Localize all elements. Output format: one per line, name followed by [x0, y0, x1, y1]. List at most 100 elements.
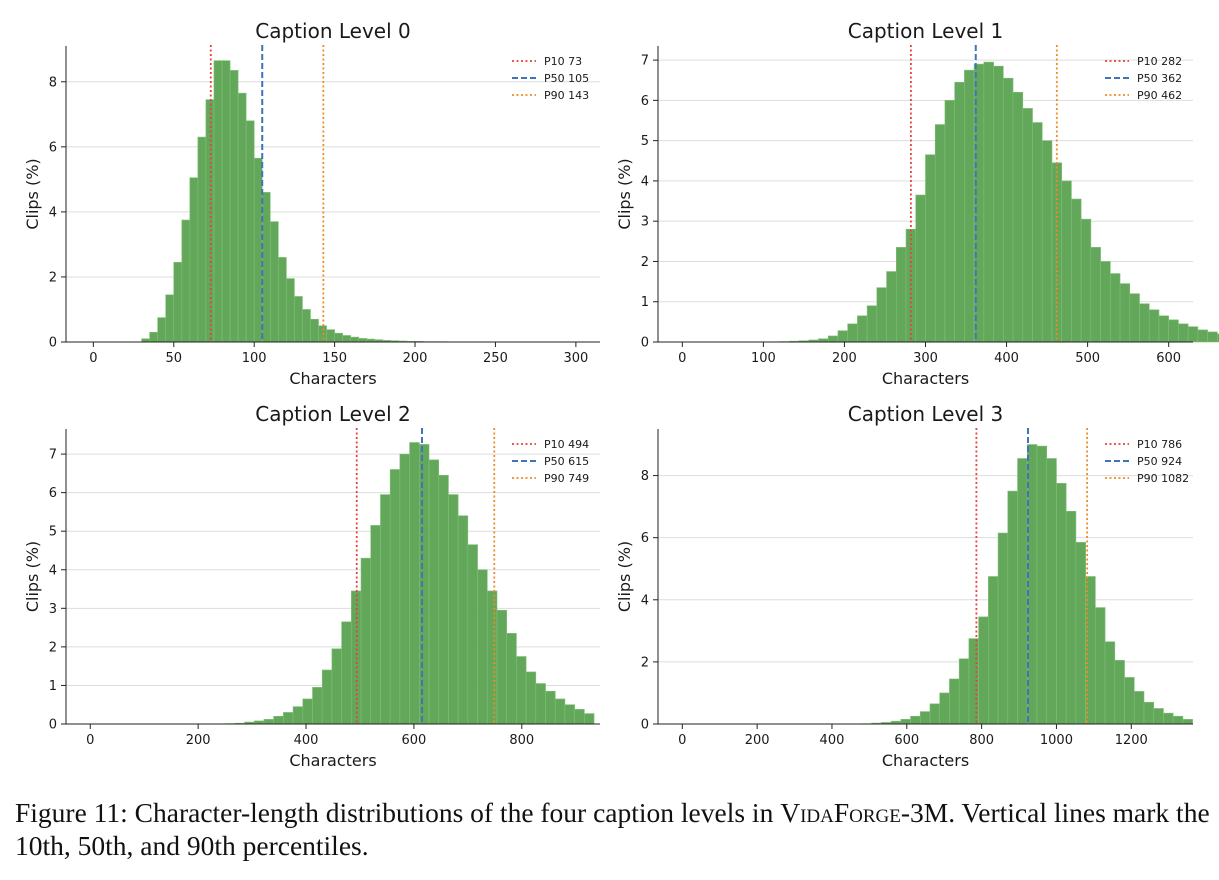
- histogram-bar: [334, 332, 343, 343]
- histogram-bar: [1163, 712, 1174, 725]
- chart-panel-1: 0 100 200 300 400 500 600 0 1 2 3 4 5 6 7 Caption Level…: [615, 19, 1219, 388]
- histogram-bar: [1056, 483, 1067, 725]
- histogram-bar: [1032, 122, 1043, 343]
- histogram-bar: [1036, 445, 1048, 725]
- legend-label: P90 749: [544, 472, 589, 485]
- histogram-bar: [939, 692, 950, 725]
- histogram-bar: [261, 192, 271, 343]
- histogram-bar: [496, 609, 507, 725]
- histogram-bar: [157, 317, 167, 343]
- x-tick-label: 0: [678, 351, 686, 366]
- figure-caption: Figure 11: Character-length distribution…: [15, 796, 1210, 862]
- histogram-bar: [1187, 326, 1199, 343]
- histogram-bar: [1095, 607, 1106, 725]
- x-tick-label: 0: [86, 733, 94, 748]
- histogram-bar: [1012, 92, 1024, 343]
- histogram-bar: [506, 633, 517, 725]
- histogram-bar: [847, 323, 858, 343]
- histogram-bar: [1007, 490, 1018, 725]
- histogram-bar: [983, 61, 994, 343]
- y-axis-label: Clips (%): [615, 541, 634, 612]
- histogram-bar: [253, 157, 263, 343]
- histogram-bar: [1022, 108, 1033, 343]
- histogram-bar: [1119, 283, 1131, 343]
- histogram-bar: [1100, 261, 1111, 343]
- histogram-bar: [467, 544, 478, 725]
- y-tick-label: 1: [641, 295, 649, 310]
- legend-label: P10 494: [544, 438, 589, 451]
- histogram-bar: [448, 494, 459, 725]
- y-tick-label: 6: [641, 531, 649, 546]
- histogram-bar: [564, 704, 575, 725]
- y-tick-label: 8: [49, 75, 57, 90]
- histogram-bar: [988, 576, 999, 725]
- histogram-bar: [1041, 140, 1053, 343]
- histogram-bar: [866, 305, 878, 343]
- x-tick-label: 200: [745, 733, 770, 748]
- x-tick-label: 1200: [1115, 733, 1148, 748]
- histogram-bar: [181, 219, 191, 343]
- y-tick-label: 7: [49, 448, 57, 463]
- x-tick-label: 800: [509, 733, 534, 748]
- x-tick-label: 200: [186, 733, 211, 748]
- x-tick-label: 800: [969, 733, 994, 748]
- histogram-bar: [399, 453, 410, 725]
- histogram-bar: [954, 81, 965, 343]
- histogram-bar: [1148, 309, 1160, 343]
- histogram-bar: [949, 678, 960, 725]
- histogram-bar: [1065, 510, 1077, 725]
- caption-prefix: Figure 11: Character-length distribution…: [15, 797, 781, 828]
- histogram-bar: [358, 338, 368, 343]
- histogram-bar: [944, 100, 955, 343]
- histogram-bar: [360, 557, 372, 725]
- legend-label: P50 924: [1137, 455, 1182, 468]
- histogram-bar: [545, 690, 556, 725]
- histogram-bar: [997, 532, 1009, 725]
- histogram-bar: [419, 444, 430, 725]
- x-tick-label: 600: [401, 733, 426, 748]
- histogram-bar: [934, 124, 946, 343]
- y-tick-label: 1: [49, 679, 57, 694]
- y-tick-label: 4: [641, 593, 649, 608]
- legend-label: P90 462: [1137, 89, 1182, 102]
- histogram-bar: [389, 469, 401, 725]
- histogram-bar: [1124, 677, 1135, 725]
- x-tick-label: 100: [242, 351, 267, 366]
- y-tick-label: 6: [641, 94, 649, 109]
- histogram-bar: [245, 120, 255, 343]
- histogram-bar: [213, 60, 223, 343]
- histogram-bar: [269, 221, 279, 343]
- histogram-bar: [1017, 458, 1028, 725]
- x-tick-label: 300: [563, 351, 588, 366]
- y-axis-label: Clips (%): [23, 158, 42, 229]
- histogram-bar: [1153, 708, 1164, 725]
- histogram-bar: [1143, 701, 1155, 725]
- histogram-bar: [326, 329, 335, 343]
- y-axis-label: Clips (%): [615, 158, 634, 229]
- histogram-bar: [1197, 329, 1208, 343]
- x-tick-label: 500: [1075, 351, 1100, 366]
- x-tick-label: 400: [994, 351, 1019, 366]
- y-tick-label: 6: [49, 486, 57, 501]
- x-axis-label: Characters: [882, 751, 969, 770]
- histogram-bar: [149, 331, 158, 343]
- histogram-bar: [1061, 180, 1072, 343]
- chart-panel-3: 0 200 400 600 800 1000 1200 0 2 4 6 8 Caption Level …: [615, 402, 1193, 770]
- histogram-bar: [1158, 315, 1169, 343]
- histogram-bar: [310, 318, 319, 343]
- histogram-bar: [993, 65, 1004, 343]
- histogram-bar: [1104, 641, 1116, 725]
- x-tick-label: 0: [678, 733, 686, 748]
- y-tick-label: 2: [49, 640, 57, 655]
- y-tick-label: 0: [49, 718, 57, 733]
- x-tick-label: 200: [403, 351, 428, 366]
- histogram-bar: [1046, 458, 1057, 725]
- histogram-bar: [292, 706, 304, 725]
- histogram-bar: [273, 715, 284, 725]
- x-tick-label: 150: [322, 351, 347, 366]
- histogram-bar: [1075, 542, 1086, 725]
- histogram-bar: [173, 262, 183, 343]
- histogram-bar: [827, 335, 839, 343]
- x-tick-label: 400: [820, 733, 845, 748]
